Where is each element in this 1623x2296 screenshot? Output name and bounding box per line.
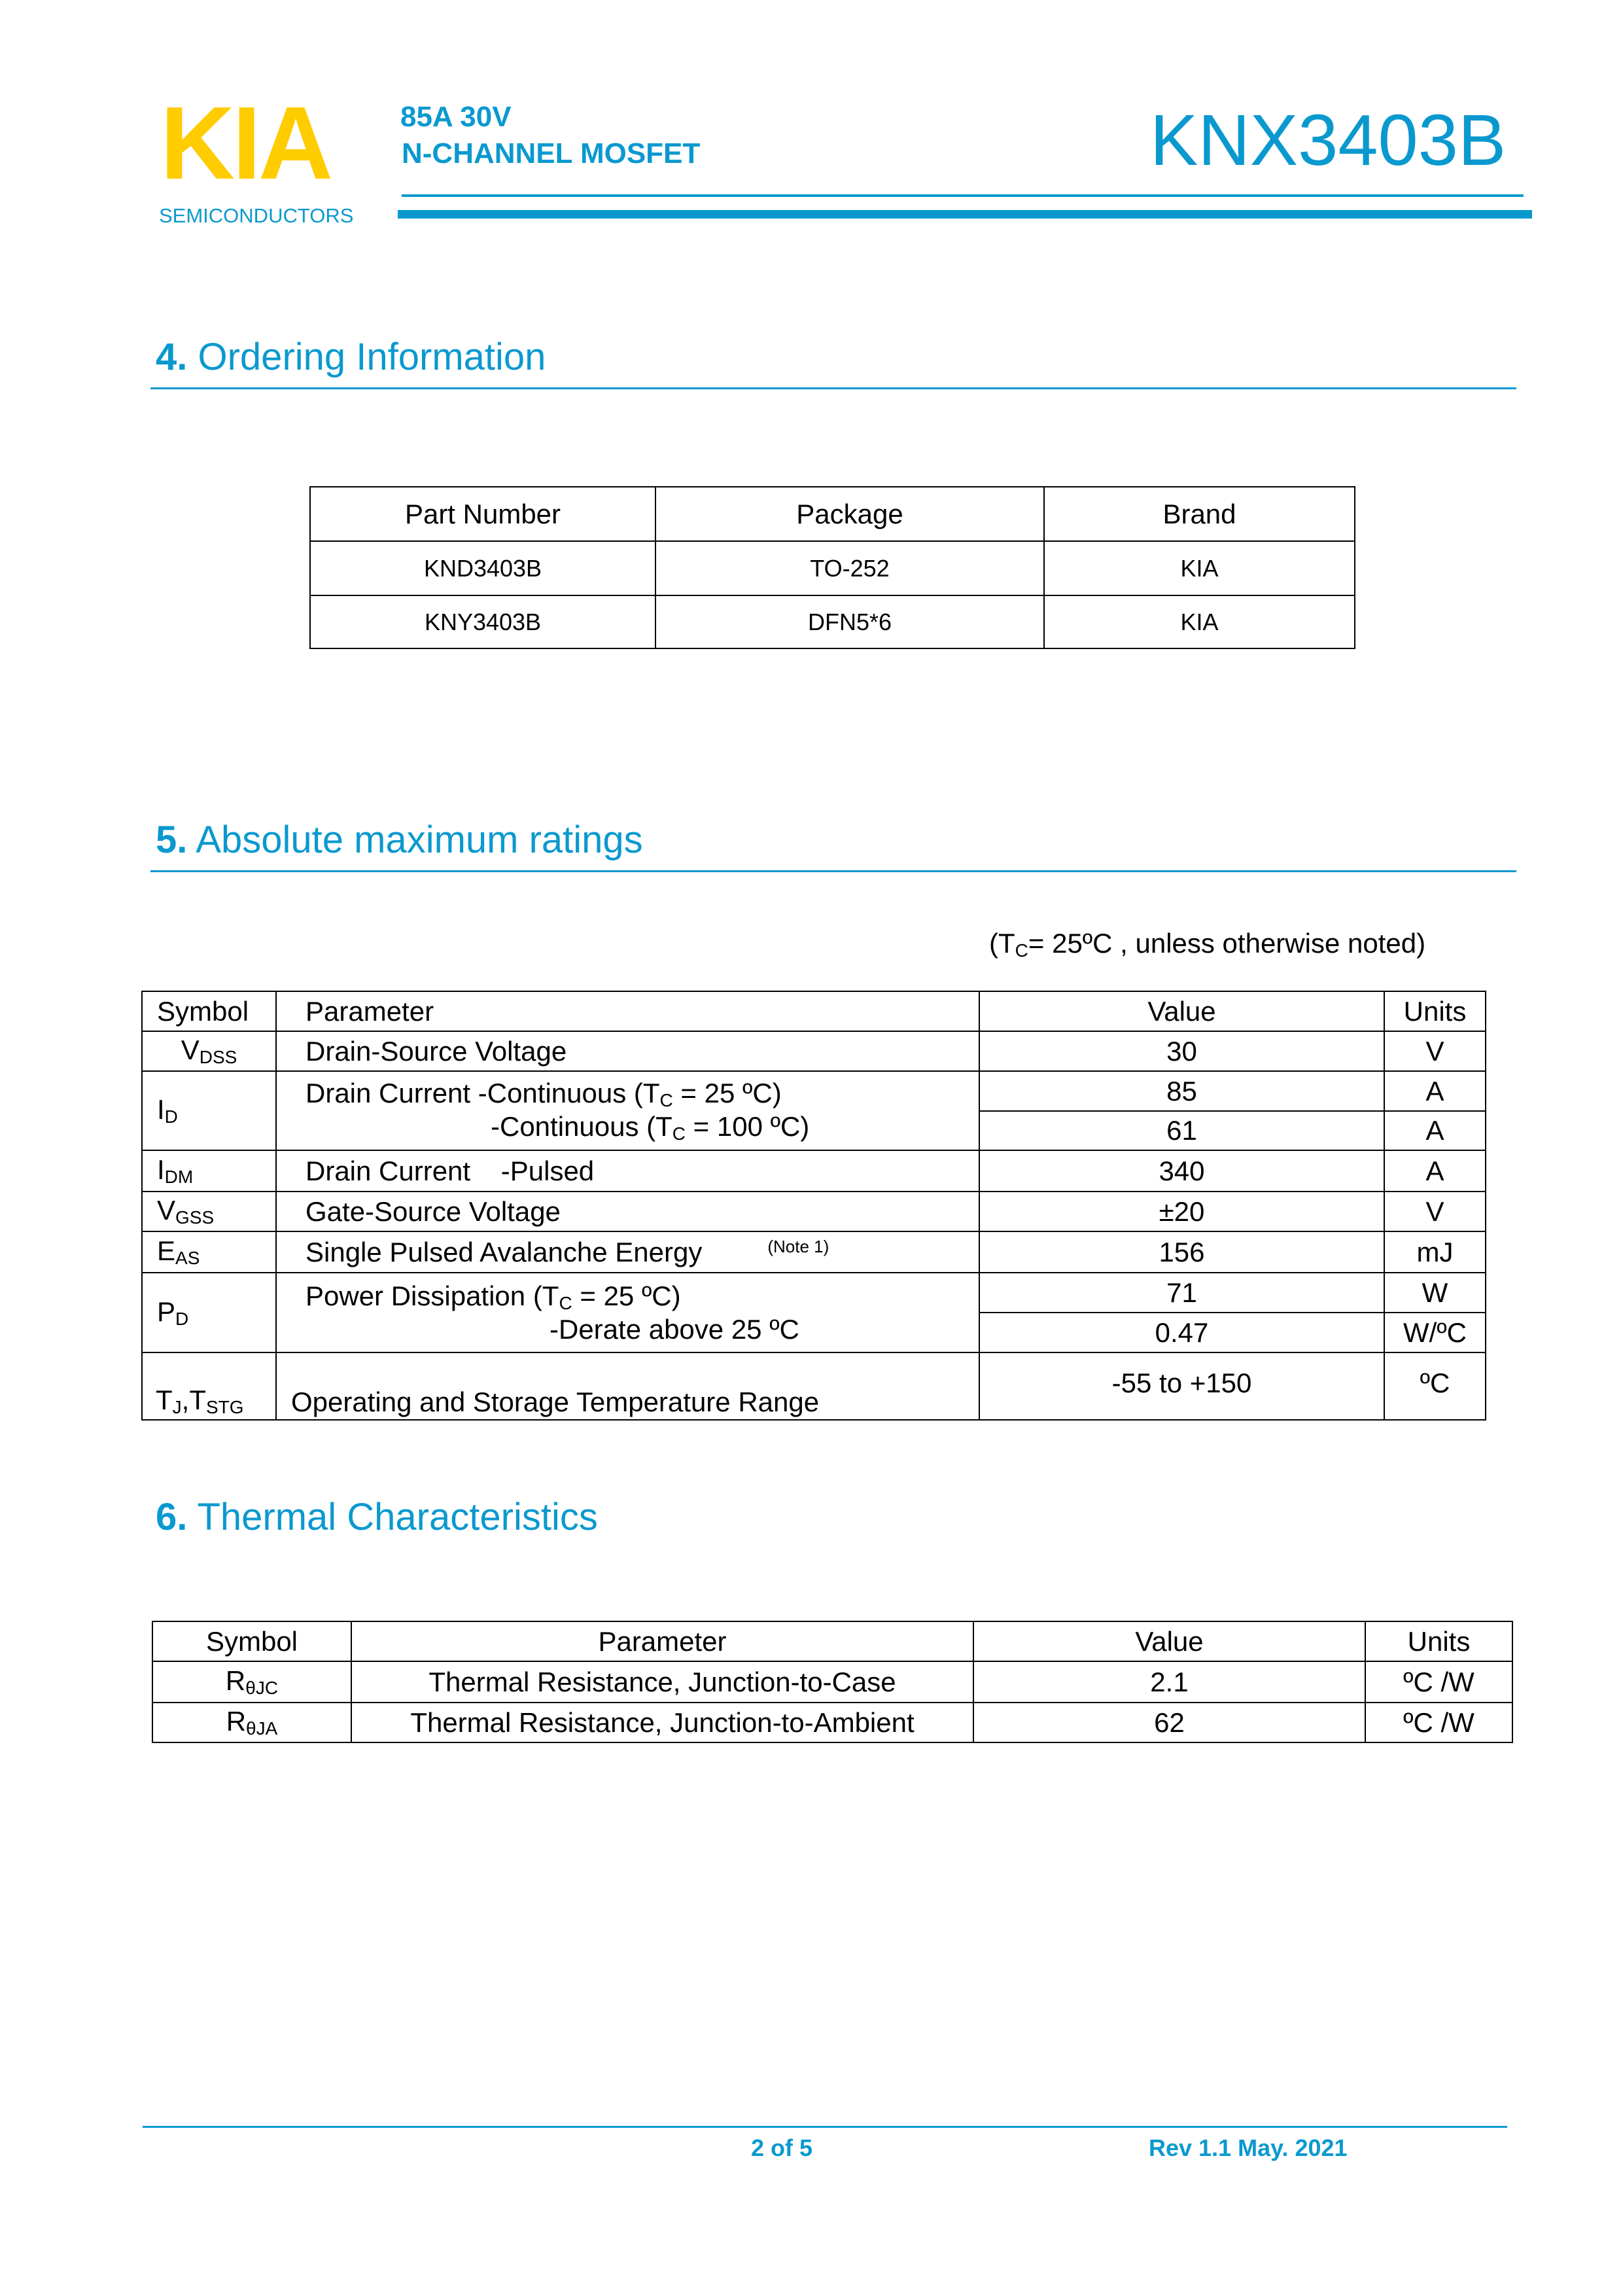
symbol-cell: IDM [141,1150,277,1192]
table-row: KND3403B TO-252 KIA [309,540,1355,596]
parameter-cell: Thermal Resistance, Junction-to-Case [351,1661,974,1703]
table-header-row: Symbol Parameter Value Units [152,1621,1513,1662]
page-number: 2 of 5 [751,2134,813,2161]
header-cell: Brand [1043,486,1355,542]
device-type: N-CHANNEL MOSFET [402,137,701,169]
unit-cell: W [1384,1272,1486,1313]
table-row: TJ,TSTG Operating and Storage Temperatur… [141,1352,1486,1421]
table-header-row: Symbol Parameter Value Units [141,991,1486,1032]
value-cell: 85 [979,1070,1385,1112]
footer-divider [143,2126,1507,2128]
package-cell: TO-252 [655,540,1045,596]
rating-text: 85A 30V [400,101,512,133]
value-cell: 0.47 [979,1312,1385,1353]
value-cell: 2.1 [973,1661,1366,1703]
section-heading-absmax: 5. Absolute maximum ratings [156,819,643,861]
symbol-cell: EAS [141,1231,277,1273]
kia-logo: KIA [160,86,333,201]
package-cell: DFN5*6 [655,595,1045,649]
parameter-cell: Drain Current -Continuous (TC = 25 ºC) -… [275,1070,980,1151]
unit-cell: V [1384,1031,1486,1072]
parameter-cell: Thermal Resistance, Junction-to-Ambient [351,1702,974,1743]
parameter-cell: Gate-Source Voltage [275,1191,980,1232]
unit-cell: A [1384,1150,1486,1192]
section-divider [150,870,1516,872]
unit-cell: mJ [1384,1231,1486,1273]
table-row: KNY3403B DFN5*6 KIA [309,595,1355,649]
value-cell: ±20 [979,1191,1385,1232]
header-cell: Symbol [141,991,277,1032]
header-cell: Symbol [152,1621,352,1662]
table-row: VDSS Drain-Source Voltage 30 V [141,1031,1486,1072]
unit-cell: ºC [1384,1352,1486,1421]
table-row: IDM Drain Current -Pulsed 340 A [141,1150,1486,1192]
value-cell: 156 [979,1231,1385,1273]
brand-cell: KIA [1043,595,1355,649]
header-cell: Parameter [351,1621,974,1662]
section-heading-ordering: 4. Ordering Information [156,336,546,378]
part-number-cell: KNY3403B [309,595,656,649]
table-row: RθJC Thermal Resistance, Junction-to-Cas… [152,1661,1513,1703]
header-cell: Value [973,1621,1366,1662]
header-cell: Part Number [309,486,656,542]
revision-date: Rev 1.1 May. 2021 [1149,2134,1348,2161]
unit-cell: ºC /W [1365,1661,1513,1703]
value-cell: -55 to +150 [979,1352,1385,1421]
logo-subtitle: SEMICONDUCTORS [159,204,354,227]
parameter-cell: Operating and Storage Temperature Range [275,1352,980,1421]
parameter-cell: Drain Current -Pulsed [275,1150,980,1192]
table-row: EAS Single Pulsed Avalanche Energy (Note … [141,1231,1486,1273]
value-cell: 71 [979,1272,1385,1313]
header-cell: Value [979,991,1385,1032]
brand-cell: KIA [1043,540,1355,596]
note-reference: (Note 1) [767,1236,829,1256]
value-cell: 340 [979,1150,1385,1192]
table-row: RθJA Thermal Resistance, Junction-to-Amb… [152,1702,1513,1743]
value-cell: 30 [979,1031,1385,1072]
value-cell: 61 [979,1110,1385,1151]
parameter-cell: Drain-Source Voltage [275,1031,980,1072]
unit-cell: A [1384,1070,1486,1112]
section-heading-thermal: 6. Thermal Characteristics [156,1496,598,1538]
value-cell: 62 [973,1702,1366,1743]
table-row: 61 A [142,1110,1486,1151]
symbol-cell: PD [141,1272,277,1353]
table-row: PD Power Dissipation (TC = 25 ºC) -Derat… [141,1272,1486,1353]
header-cell: Units [1365,1621,1513,1662]
header-cell: Units [1384,991,1486,1032]
part-number-cell: KND3403B [309,540,656,596]
unit-cell: A [1384,1110,1486,1151]
absolute-max-table: Symbol Parameter Value Units VDSS Drain-… [141,991,1486,1421]
table-row: VGSS Gate-Source Voltage ±20 V [141,1191,1486,1232]
table-row: ID Drain Current -Continuous (TC = 25 ºC… [141,1070,1486,1151]
table-header-row: Part Number Package Brand [309,486,1355,542]
symbol-cell: VGSS [141,1191,277,1232]
symbol-cell: TJ,TSTG [141,1352,277,1421]
header-cell: Package [655,486,1045,542]
header-divider-thin [402,194,1524,197]
section-divider [150,387,1516,389]
symbol-cell: ID [141,1070,277,1151]
parameter-cell: Power Dissipation (TC = 25 ºC) -Derate a… [275,1272,980,1353]
unit-cell: V [1384,1191,1486,1232]
table-row: 0.47 W/ºC [142,1312,1486,1353]
symbol-cell: RθJC [152,1661,352,1703]
ordering-table: Part Number Package Brand KND3403B TO-25… [309,486,1355,649]
conditions-note: (TC= 25ºC , unless otherwise noted) [989,928,1426,961]
symbol-cell: VDSS [141,1031,277,1072]
part-number-title: KNX3403B [1150,100,1507,181]
header-divider-thick [398,210,1532,219]
thermal-table: Symbol Parameter Value Units RθJC Therma… [152,1621,1513,1743]
unit-cell: W/ºC [1384,1312,1486,1353]
unit-cell: ºC /W [1365,1702,1513,1743]
symbol-cell: RθJA [152,1702,352,1743]
header-cell: Parameter [275,991,980,1032]
parameter-cell: Single Pulsed Avalanche Energy (Note 1) [275,1231,980,1273]
